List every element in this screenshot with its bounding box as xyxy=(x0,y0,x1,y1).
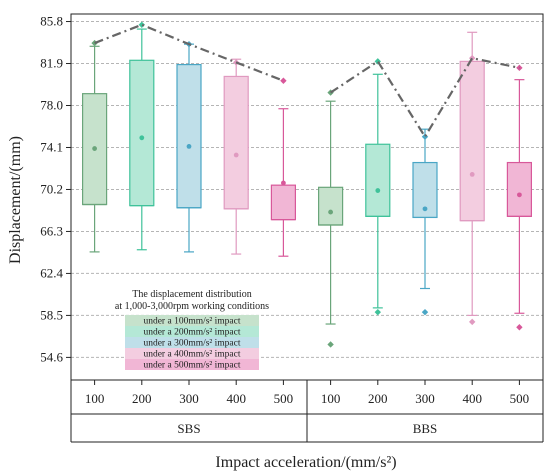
mean-point xyxy=(92,146,97,151)
mean-point xyxy=(517,192,522,198)
max-trend-line xyxy=(94,23,284,82)
min-point xyxy=(516,324,523,331)
y-tick-label: 78.0 xyxy=(40,98,63,113)
legend-title-line1: The displacement distribution xyxy=(132,289,251,300)
mean-point xyxy=(422,206,428,212)
box xyxy=(270,184,296,221)
max-trend-line xyxy=(329,56,520,139)
legend-label: under a 400mm/s² impact xyxy=(143,350,240,360)
legend-swatch xyxy=(125,315,259,326)
y-tick-label: 62.4 xyxy=(40,265,63,280)
legend: The displacement distribution at 1,000-3… xyxy=(115,289,269,371)
legend-label: under a 300mm/s² impact xyxy=(143,339,240,349)
category-label: 200 xyxy=(368,391,388,406)
grid-lines xyxy=(71,21,543,358)
y-tick-label: 66.3 xyxy=(40,223,63,238)
box xyxy=(129,59,155,207)
box-series xyxy=(81,21,532,348)
y-tick-label: 85.8 xyxy=(40,14,63,29)
box xyxy=(365,143,391,217)
legend-title-line2: at 1,000-3,000rpm working conditions xyxy=(115,301,269,312)
mean-point xyxy=(469,171,475,177)
box xyxy=(459,60,485,222)
mean-point xyxy=(281,180,286,186)
legend-label: under a 100mm/s² impact xyxy=(143,317,240,327)
y-axis-title: Displacement/(mm) xyxy=(7,136,24,264)
mean-point xyxy=(186,144,192,149)
box xyxy=(506,161,532,217)
box xyxy=(223,75,249,210)
category-label: 400 xyxy=(462,391,482,406)
max-point xyxy=(280,77,287,84)
legend-label: under a 500mm/s² impact xyxy=(143,361,240,371)
mean-point xyxy=(375,188,381,193)
mean-point xyxy=(139,135,145,141)
legend-swatch xyxy=(125,359,259,370)
min-point xyxy=(327,341,334,348)
y-tick-label: 70.2 xyxy=(40,181,63,196)
group-label: BBS xyxy=(413,421,438,436)
y-tick-label: 58.5 xyxy=(40,307,63,322)
y-tick-label: 81.9 xyxy=(40,56,63,71)
y-tick-label: 54.6 xyxy=(40,349,63,364)
y-tick-label: 74.1 xyxy=(40,139,63,154)
axes: 54.6 58.5 62.4 66.3 70.2 74.1 78.0 81.9 85.8 SBS 1… xyxy=(40,13,544,443)
max-point xyxy=(374,58,381,65)
category-label: 200 xyxy=(132,391,152,406)
min-point xyxy=(374,308,381,316)
min-point xyxy=(469,318,476,326)
x-axis-title: Impact acceleration/(mm/s²) xyxy=(215,454,396,471)
category-label: 500 xyxy=(510,391,530,406)
legend-swatch xyxy=(125,337,259,348)
legend-swatch xyxy=(125,348,259,359)
mean-point xyxy=(328,209,333,215)
category-label: 100 xyxy=(85,391,105,406)
box xyxy=(176,63,202,209)
category-label: 300 xyxy=(179,391,199,406)
mean-point xyxy=(233,152,239,158)
category-label: 300 xyxy=(415,391,435,406)
category-label: 400 xyxy=(226,391,246,406)
group-label: SBS xyxy=(177,421,200,436)
trend-lines xyxy=(94,23,520,139)
min-point xyxy=(421,308,429,316)
legend-swatch xyxy=(125,326,259,337)
legend-label: under a 200mm/s² impact xyxy=(143,328,240,338)
category-label: 500 xyxy=(274,391,294,406)
category-label: 100 xyxy=(321,391,341,406)
box xyxy=(318,186,344,226)
max-point xyxy=(421,133,429,140)
